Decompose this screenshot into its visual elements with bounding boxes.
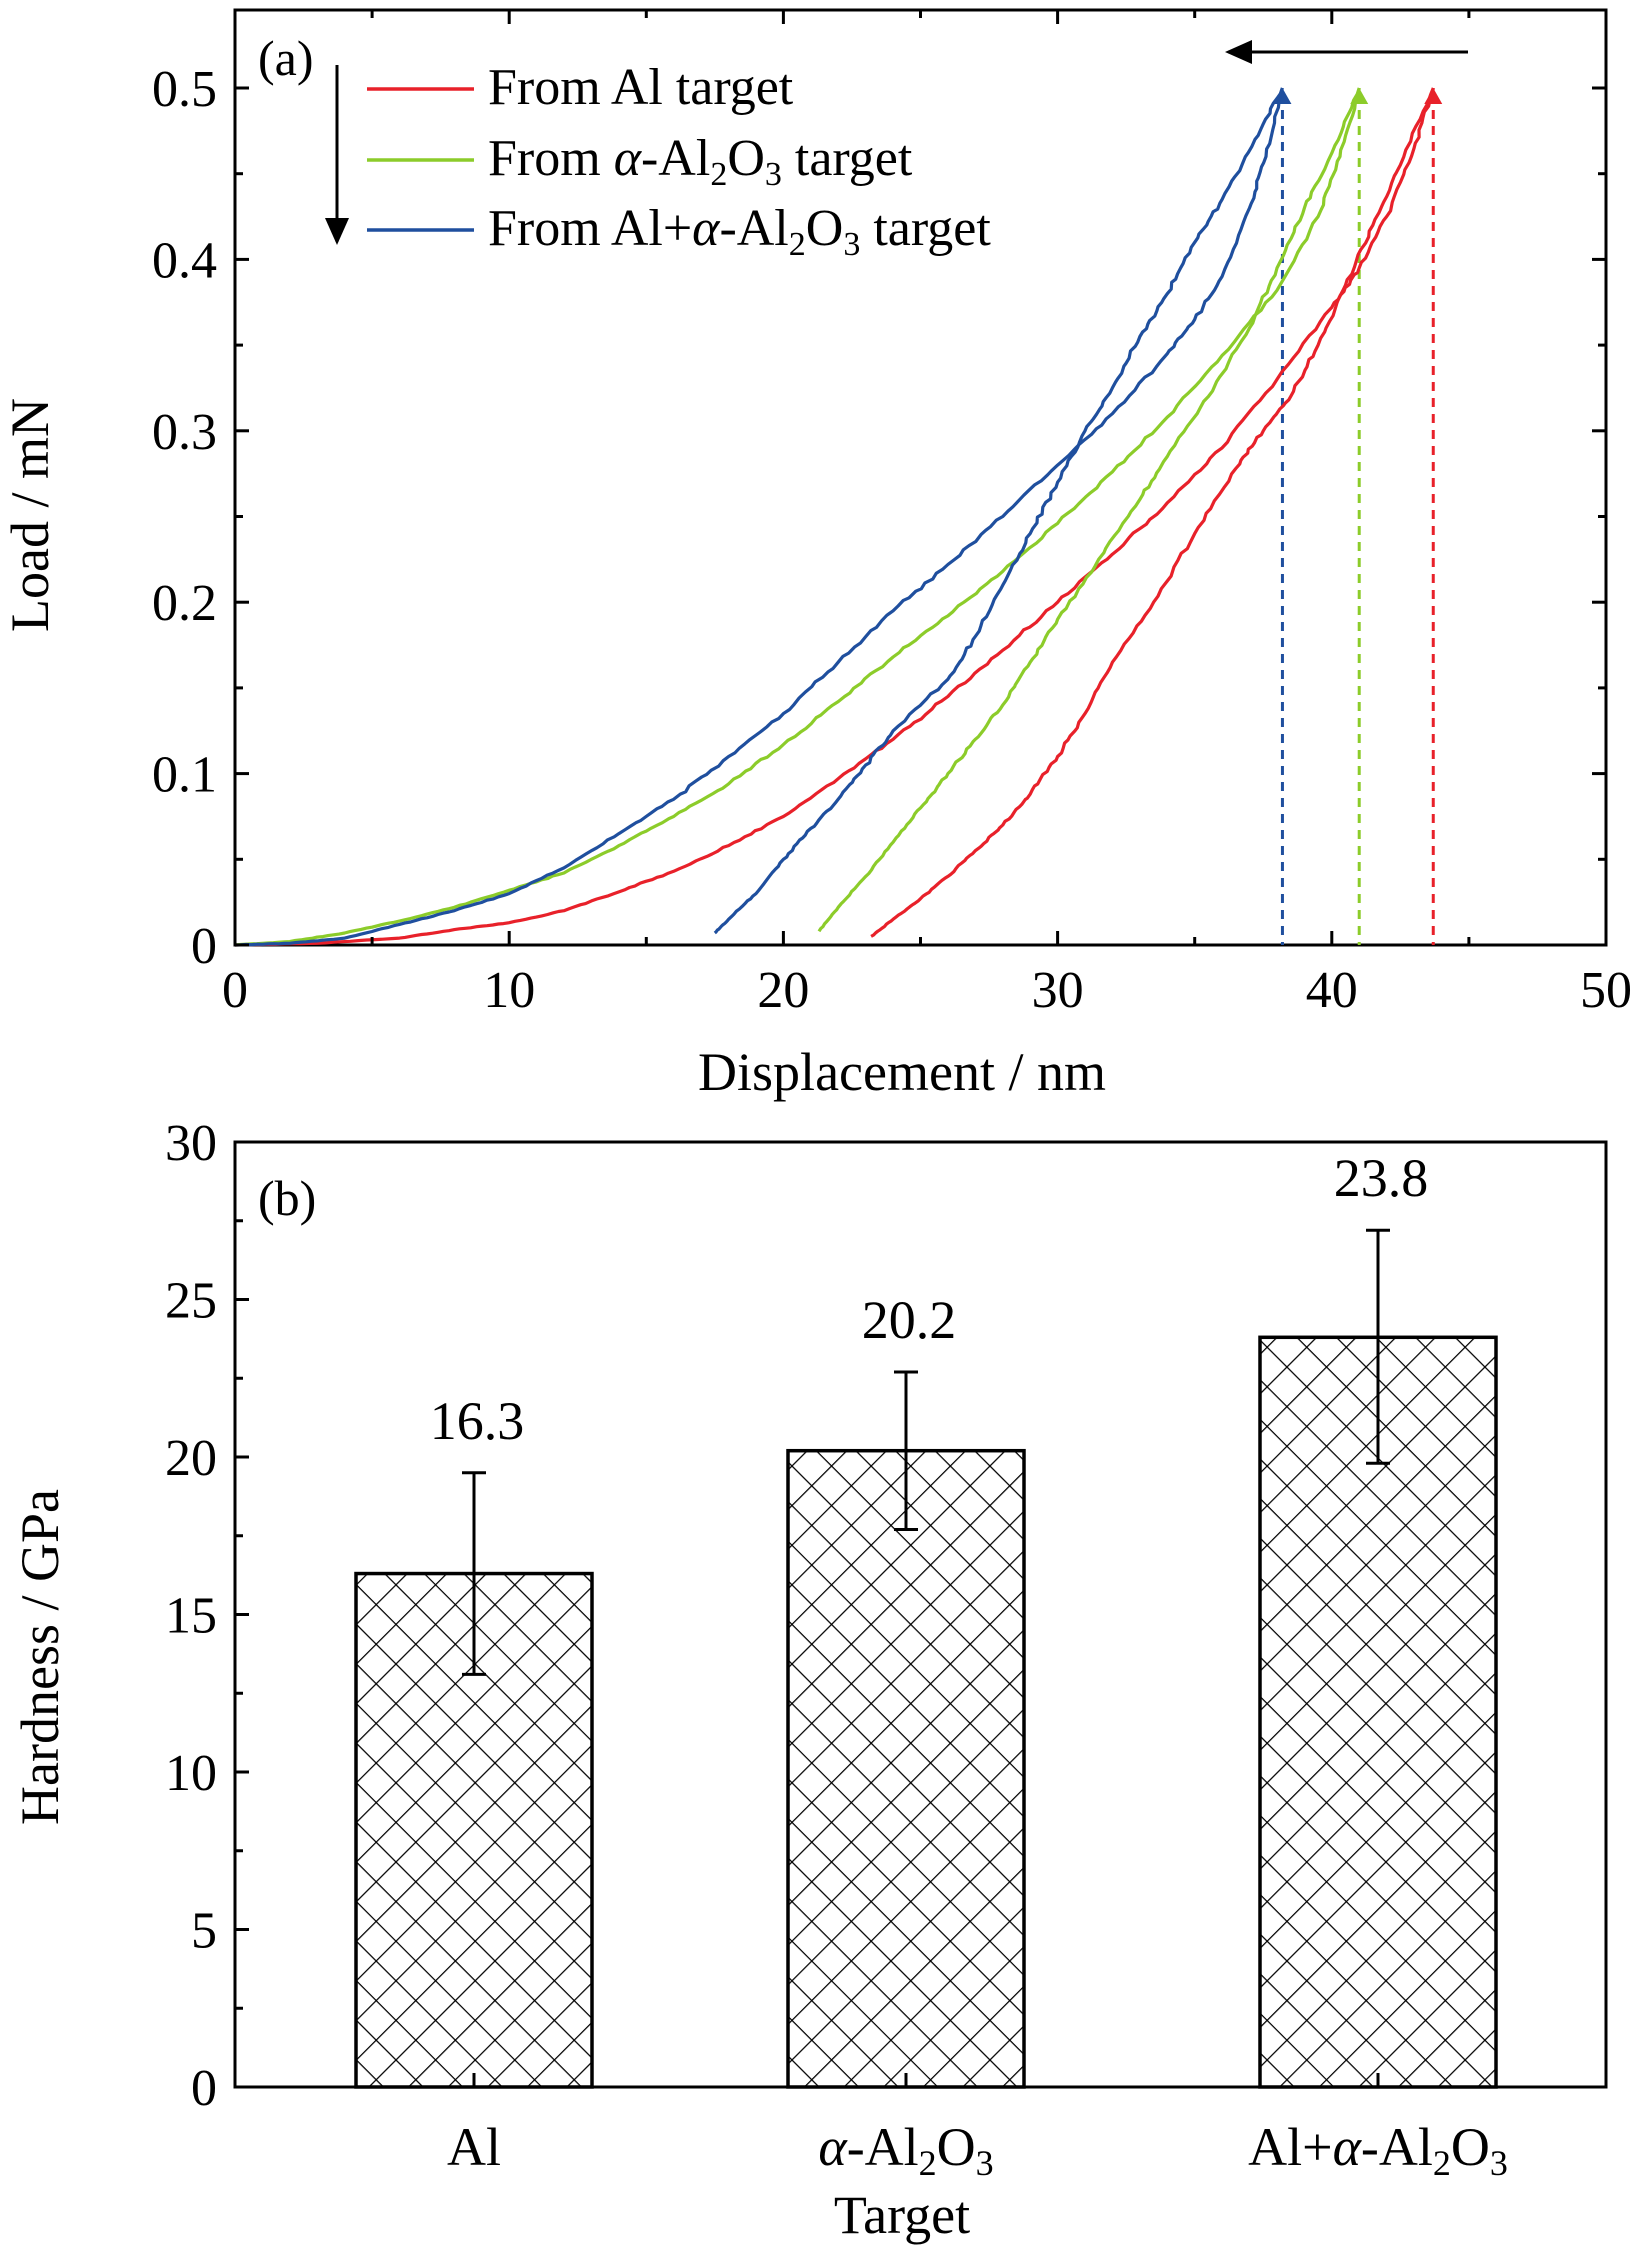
panel-a-plot-area bbox=[233, 8, 1608, 947]
y-tick-label: 5 bbox=[191, 1903, 217, 1960]
x-tick-label: 20 bbox=[757, 962, 809, 1019]
value-label-al: 16.3 bbox=[430, 1391, 525, 1451]
legend-label-al: From Al target bbox=[488, 59, 794, 116]
y-tick-label: 0.4 bbox=[152, 232, 217, 289]
panel-a-peak-drop-lines bbox=[1273, 88, 1443, 945]
y-tick-label: 0.2 bbox=[152, 575, 217, 632]
panel-a-label: (a) bbox=[258, 30, 314, 86]
bar-alumina bbox=[786, 1448, 1026, 2089]
x-tick-label: 0 bbox=[222, 962, 248, 1019]
value-label-alumina: 20.2 bbox=[862, 1290, 957, 1350]
panel-a-legend: From Al target From α-Al2O3 target From … bbox=[367, 59, 991, 263]
category-label-alumina: α-Al2O3 bbox=[818, 2117, 993, 2183]
legend-entry-al-alumina: From Al+α-Al2O3 target bbox=[367, 200, 991, 263]
x-tick-label: 50 bbox=[1580, 962, 1632, 1019]
panel-a-x-axis-title: Displacement / nm bbox=[698, 1042, 1106, 1102]
y-tick-label: 0.1 bbox=[152, 747, 217, 804]
y-tick-label: 0 bbox=[191, 918, 217, 975]
legend-entry-al: From Al target bbox=[367, 59, 794, 116]
legend-entry-alumina: From α-Al2O3 target bbox=[367, 130, 913, 193]
value-label-al-alumina: 23.8 bbox=[1334, 1148, 1429, 1208]
y-tick-label: 20 bbox=[165, 1430, 217, 1487]
panel-a-ticks: 0 10 20 30 40 50 0 0.1 0.2 0.3 0.4 0.5 bbox=[152, 10, 1632, 1019]
y-tick-label: 0.3 bbox=[152, 404, 217, 461]
panel-b-bars bbox=[354, 1335, 1498, 2089]
panel-a-curves bbox=[234, 87, 1435, 947]
panel-a-y-axis-title: Load / mN bbox=[0, 398, 60, 632]
legend-label-alumina: From α-Al2O3 target bbox=[488, 130, 913, 193]
panel-b-label: (b) bbox=[258, 1170, 316, 1226]
panel-a-frame bbox=[233, 8, 1608, 947]
panel-b-hardness-bar-chart: 16.3 20.2 23.8 0 5 10 15 20 25 30 (b) Al α-Al2O3… bbox=[10, 1115, 1608, 2245]
y-tick-label: 0.5 bbox=[152, 61, 217, 118]
category-label-al: Al bbox=[447, 2117, 501, 2177]
panel-b-ticks: 0 5 10 15 20 25 30 bbox=[165, 1115, 1380, 2117]
legend-label-al-alumina: From Al+α-Al2O3 target bbox=[488, 200, 991, 263]
unloading-curve-al-alumina bbox=[713, 87, 1284, 935]
panel-b-y-axis-title: Hardness / GPa bbox=[10, 1489, 70, 1825]
panel-b-x-axis-title: Target bbox=[834, 2185, 970, 2245]
x-tick-label: 10 bbox=[483, 962, 535, 1019]
category-label-al-alumina: Al+α-Al2O3 bbox=[1248, 2117, 1508, 2183]
y-tick-label: 30 bbox=[165, 1115, 217, 1172]
x-tick-label: 30 bbox=[1032, 962, 1084, 1019]
x-tick-label: 40 bbox=[1306, 962, 1358, 1019]
y-tick-label: 25 bbox=[165, 1273, 217, 1330]
panel-b-error-bars: 16.3 20.2 23.8 bbox=[430, 1148, 1429, 1676]
panel-b-category-labels: Al α-Al2O3 Al+α-Al2O3 bbox=[447, 2117, 1508, 2183]
panel-a-load-displacement-chart: 0 10 20 30 40 50 0 0.1 0.2 0.3 0.4 0.5 (a) Displace… bbox=[0, 8, 1632, 1102]
loading-curve-al-alumina bbox=[234, 87, 1284, 947]
y-tick-label: 15 bbox=[165, 1588, 217, 1645]
y-tick-label: 0 bbox=[191, 2060, 217, 2117]
y-tick-label: 10 bbox=[165, 1745, 217, 1802]
unloading-curve-al bbox=[870, 87, 1435, 938]
loading-curve-alumina bbox=[234, 87, 1361, 947]
unloading-curve-alumina bbox=[817, 87, 1361, 933]
